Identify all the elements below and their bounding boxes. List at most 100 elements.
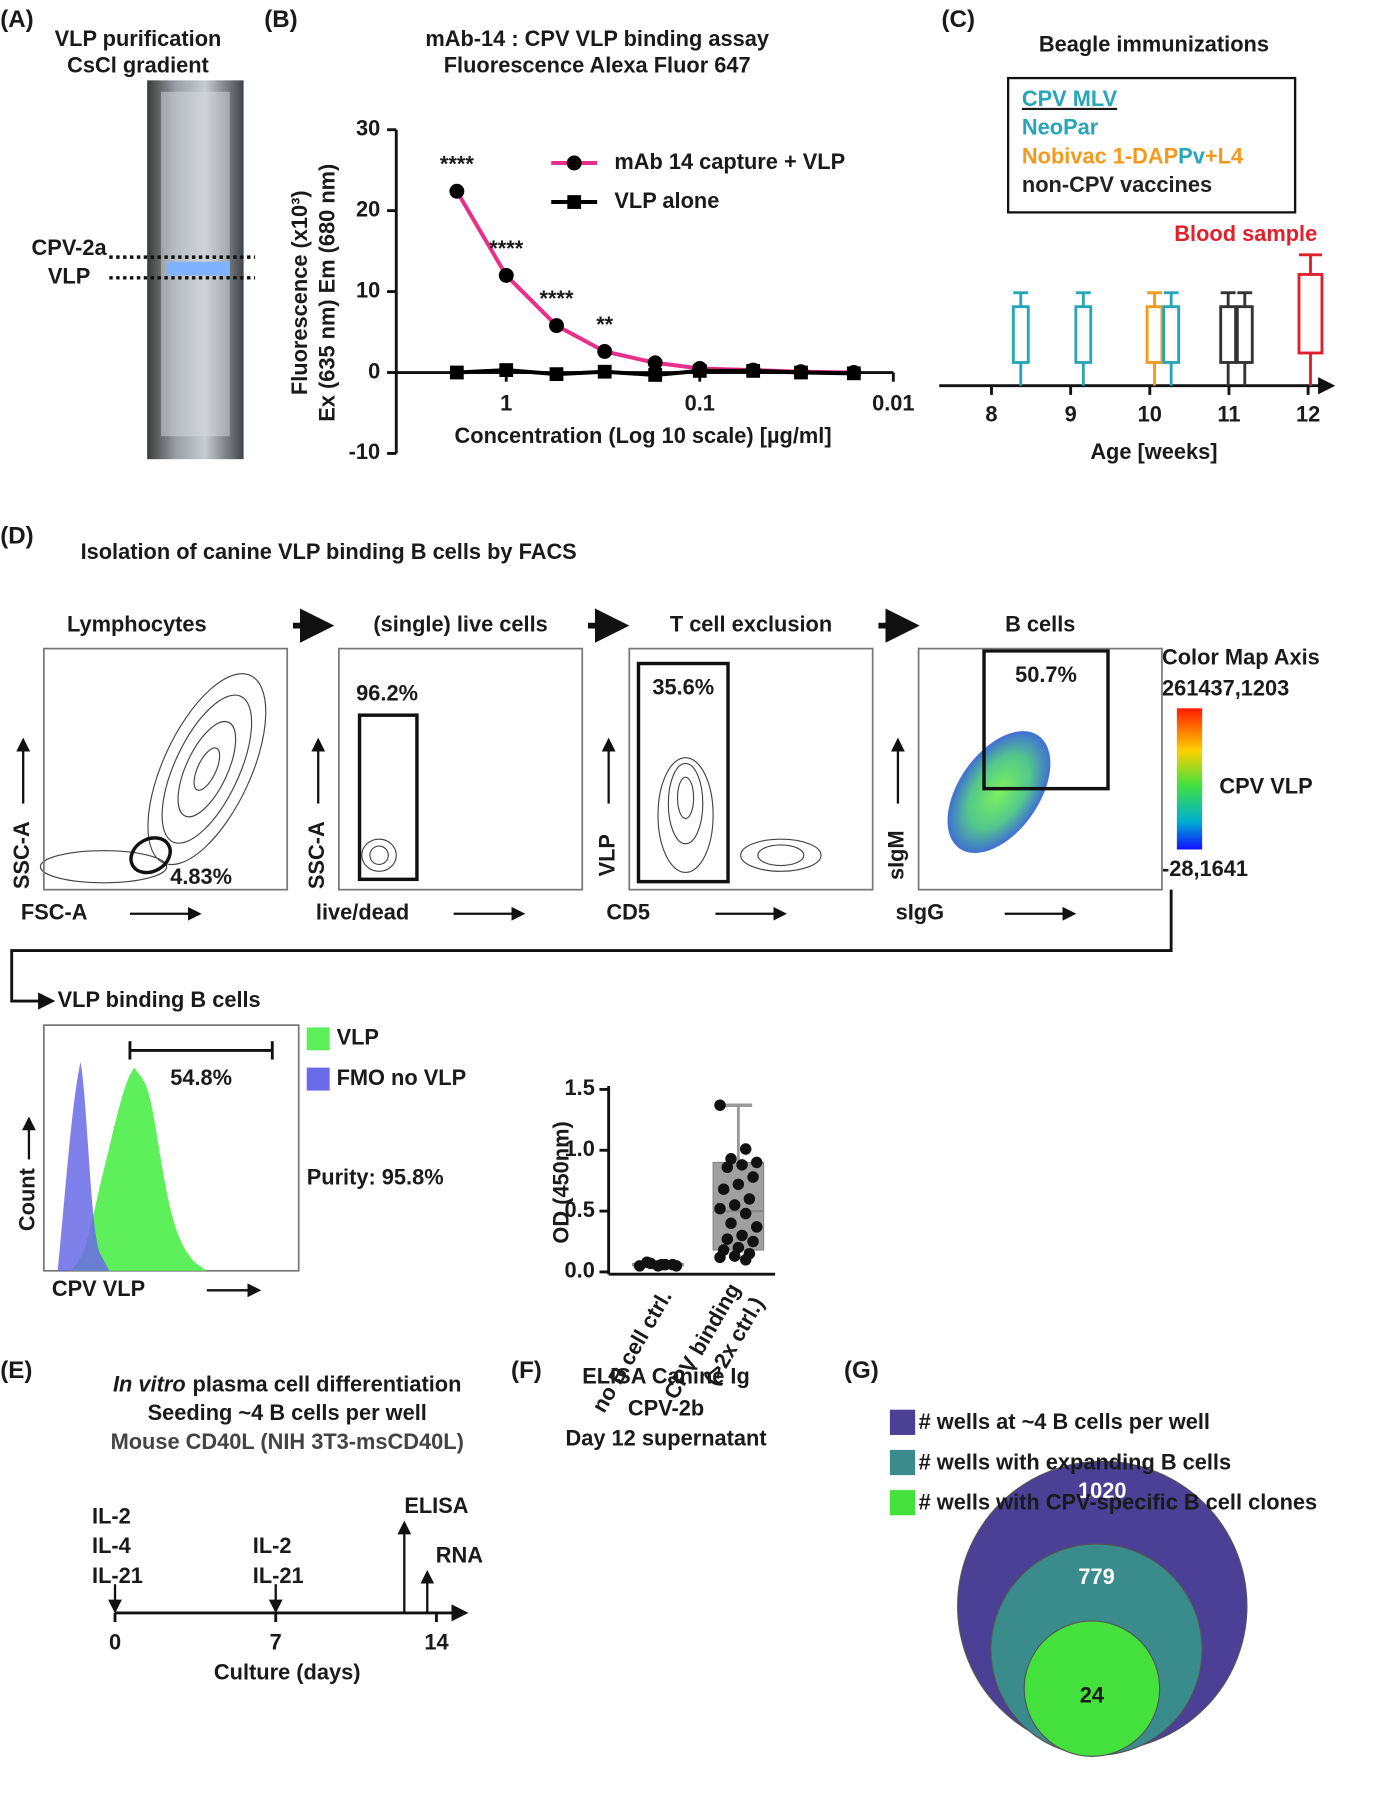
point [750, 1221, 763, 1233]
legend-text: Pv [1178, 143, 1206, 168]
significance: **** [540, 286, 574, 311]
contours-part [667, 762, 704, 845]
y-tick-label: 20 [356, 196, 380, 221]
contours-part [369, 845, 389, 865]
colormap-label: CPV VLP [1219, 773, 1312, 798]
contours-part [361, 838, 397, 872]
chart-title: Fluorescence Alexa Fluor 647 [444, 52, 751, 77]
y-tick-label: 1.5 [565, 1075, 595, 1100]
legend-item: Nobivac 1-DAPPv+L4 [1022, 143, 1243, 168]
barrel [1297, 273, 1324, 355]
title: plasma cell differentiation [193, 1371, 462, 1396]
event-label: IL-2 [253, 1533, 292, 1558]
histogram-title: VLP binding B cells [58, 987, 261, 1012]
legend-label: # wells with CPV-specific B cell clones [919, 1490, 1318, 1515]
point [739, 1254, 752, 1266]
syringe [1145, 291, 1164, 386]
legend-label: VLP alone [614, 188, 719, 213]
x-axis-label: sIgG [896, 900, 944, 925]
contours-part [740, 838, 822, 872]
legend-label: # wells with expanding B cells [919, 1449, 1232, 1474]
barrel [1162, 305, 1181, 364]
legend-swatch [889, 1449, 916, 1476]
colormap-min: -28,1641 [1162, 856, 1248, 881]
point [714, 1099, 726, 1111]
panel-g: (G) 1020 779 24 # wells at ~4 B cells pe… [844, 1357, 1318, 1757]
marker [499, 363, 514, 377]
marker [846, 366, 861, 381]
panel-c: (C) Beagle immunizations Age [weeks] 8 9 1… [939, 6, 1336, 464]
barrel [1074, 305, 1093, 364]
legend-label: VLP [337, 1025, 379, 1050]
contours-part [161, 694, 253, 844]
marker [549, 318, 564, 334]
marker [648, 368, 663, 382]
point [743, 1193, 756, 1205]
blood-sample-label: Blood sample [1174, 221, 1317, 246]
title: VLP purification [55, 26, 222, 51]
x-tick-label: 12 [1296, 401, 1320, 426]
gate [129, 836, 172, 875]
plot-frame [338, 647, 584, 891]
marker [449, 183, 465, 199]
contours-part [657, 757, 714, 874]
y-tick-label: 0 [368, 358, 380, 383]
legend-item: non-CPV vaccines [1022, 172, 1212, 197]
title: Seeding ~4 B cells per well [148, 1400, 427, 1425]
y-axis-label: Count [15, 1168, 40, 1231]
panel-b: (B) mAb-14 : CPV VLP binding assay Fluor… [264, 6, 914, 464]
point [717, 1183, 730, 1195]
y-axis-label: SSC-A [9, 821, 34, 889]
y-tick-label: 10 [356, 277, 380, 302]
legend-box [1006, 76, 1297, 214]
chart-title: mAb-14 : CPV VLP binding assay [425, 26, 769, 51]
title: Isolation of canine VLP binding B cells … [81, 539, 577, 564]
legend-text: Nobivac 1-DAP [1022, 143, 1178, 168]
gate-value: 4.83% [170, 864, 232, 889]
count: 24 [1080, 1682, 1104, 1707]
point [728, 1250, 741, 1262]
venn-circle [1023, 1620, 1161, 1757]
y-axis-label: VLP [594, 834, 619, 876]
syringe [1011, 291, 1030, 386]
barrel [1145, 305, 1164, 364]
x-tick-label: 0 [109, 1630, 121, 1655]
legend-text: +L4 [1205, 143, 1243, 168]
point [736, 1229, 748, 1242]
band-label: CPV-2a [32, 235, 108, 260]
x-tick-label: 9 [1065, 401, 1077, 426]
panel-label: (A) [0, 6, 33, 33]
legend-label: FMO no VLP [337, 1065, 467, 1090]
panel-f: (F) ELISA Canine Ig CPV-2b Day 12 supern… [511, 1075, 776, 1450]
panel-a: (A) VLP purification CsCl gradient CPV-2… [0, 6, 256, 460]
x-tick-label: 0.1 [685, 390, 715, 415]
plot-frame [917, 647, 1163, 891]
syringe [1235, 291, 1254, 386]
y-tick-label: -10 [349, 439, 381, 464]
event-label: IL-21 [92, 1563, 143, 1588]
histogram-fmo [57, 1061, 110, 1271]
syringe [1162, 291, 1181, 386]
marker [597, 344, 613, 359]
panel-label: (B) [264, 6, 297, 33]
point [652, 1260, 664, 1272]
title-italic: In vitro [113, 1371, 186, 1396]
marker [746, 364, 761, 378]
color-map [1176, 708, 1203, 850]
chart-title: ELISA Canine Ig [582, 1363, 750, 1388]
point [736, 1159, 748, 1171]
legend-label: # wells at ~4 B cells per well [919, 1409, 1210, 1434]
y-axis-label: Ex (635 nm) Em (680 nm) [314, 164, 339, 422]
x-tick-label: 10 [1138, 401, 1162, 426]
point [747, 1171, 759, 1183]
x-tick-label: 14 [424, 1630, 448, 1655]
event-label: RNA [436, 1542, 483, 1567]
purity: Purity: 95.8% [307, 1165, 444, 1190]
chart-title: CPV-2b [628, 1395, 704, 1420]
contours-part [147, 673, 267, 866]
legend-swatch [306, 1027, 330, 1051]
legend-text: NeoPar [1022, 114, 1099, 139]
x-axis-label: Age [weeks] [1090, 439, 1217, 464]
legend-text: non-CPV vaccines [1022, 172, 1212, 197]
